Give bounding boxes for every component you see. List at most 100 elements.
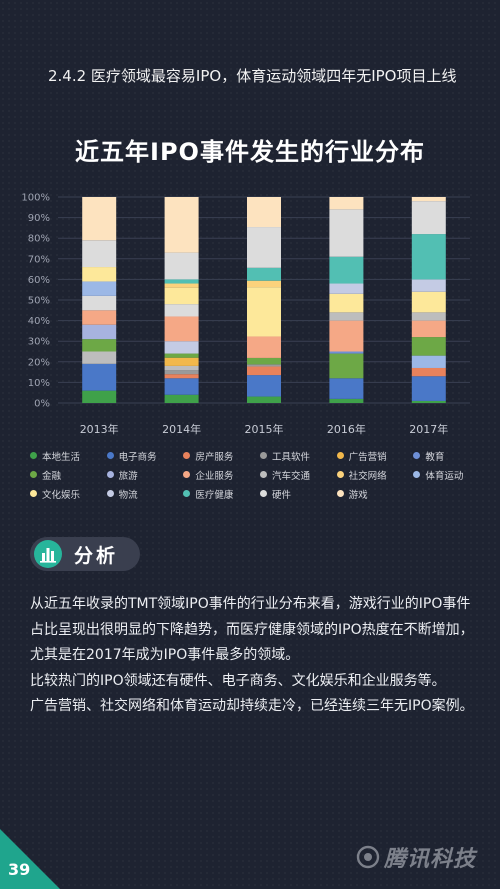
legend-label: 金融 [42,470,62,482]
y-tick-label: 50% [28,296,50,307]
bar-segment [82,267,117,282]
x-tick-label: 2014年 [162,422,201,436]
bar-segment [247,396,281,403]
legend-swatch [336,490,344,497]
legend-label: 工具软件 [271,451,310,463]
bar-segment [329,320,364,352]
bar-segment [247,267,281,281]
legend-label: 游戏 [348,489,368,501]
bar-segment [164,341,199,354]
bar-segment [82,363,117,391]
x-tick-label: 2016年 [327,422,366,436]
chart-title: 近五年IPO事件发生的行业分布 [75,138,425,166]
bar-segment [329,398,364,403]
y-tick-label: 20% [28,357,50,368]
legend-item: 旅游 [106,466,184,483]
analysis-body: 从近五年收录的TMT领域IPO事件的行业分布来看，游戏行业的IPO事件占比呈现出… [30,592,475,720]
bar-segment [329,197,364,210]
legend-swatch [183,452,191,459]
bar-segment [411,337,446,356]
legend-label: 医疗健康 [195,489,234,501]
y-tick-label: 30% [28,337,50,348]
y-tick-label: 90% [28,213,50,224]
page-corner-decoration [0,829,60,889]
bar-segment [329,353,364,379]
bar-segment [164,304,199,317]
bar-segment [411,197,446,202]
legend-label: 硬件 [271,489,291,501]
legend-item: 教育 [413,447,490,464]
x-tick-label: 2015年 [245,422,284,436]
bar-segment [164,279,199,284]
bar-segment [164,374,199,379]
bar-segment [164,370,199,375]
legend-swatch [259,490,267,497]
bar-segment [164,353,199,358]
bar-segment [164,378,199,395]
legend-item: 本地生活 [30,447,107,464]
bar-segment [411,291,446,313]
bar-segment [411,234,446,280]
legend-label: 文化娱乐 [42,489,81,501]
bar-segment [82,197,117,241]
y-tick-label: 0% [34,399,50,410]
legend-swatch [183,490,191,497]
legend-label: 社交网络 [348,470,387,482]
brand-name: 腾讯科技 [383,847,476,872]
bar-segment [411,355,446,368]
bar-segment [411,376,446,401]
bar-segment [247,227,281,268]
legend-label: 本地生活 [42,451,81,463]
bar-segment [164,316,199,342]
bar-segment [82,390,117,403]
bar-segment [329,256,364,284]
bar-segment [82,324,117,340]
legend-item: 社交网络 [336,466,414,483]
bar-segment [247,336,281,358]
bar-segment [247,280,281,288]
bar-segment [411,400,446,403]
legend-item: 广告营销 [336,447,414,464]
legend-label: 房产服务 [195,451,234,463]
legend-label: 物流 [118,489,138,501]
y-tick-label: 60% [28,275,50,286]
bar-segment [247,375,281,397]
chart-legend: 本地生活 电子商务 房产服务 工具软件 广告营销 教育金融 旅游 企业服务 汽车交通 社交网络 体育… [30,447,490,502]
bar-segment [82,310,117,325]
section-heading: 2.4.2 医疗领域最容易IPO，体育运动领域四年无IPO项目上线 [48,67,457,85]
legend-item: 金融 [30,466,107,483]
y-tick-label: 70% [28,254,50,265]
bar-segment [164,283,199,288]
legend-item: 企业服务 [183,466,260,483]
legend-item: 工具软件 [259,447,337,464]
bar-segment [82,281,117,296]
bar-segment [82,351,117,364]
bar-segment [411,367,446,377]
legend-item: 医疗健康 [183,485,260,502]
bar-segment [247,287,281,337]
legend-label: 电子商务 [118,451,157,463]
bar-segment [411,279,446,292]
tencent-logo-icon [356,845,380,869]
legend-item: 体育运动 [413,466,490,483]
bar-segment [411,201,446,235]
bar-segment [164,394,199,403]
bar-segment [247,366,281,376]
bar-segment [329,283,364,294]
legend-swatch [30,452,37,459]
analysis-paragraph: 从近五年收录的TMT领域IPO事件的行业分布来看，游戏行业的IPO事件占比呈现出… [30,596,474,664]
bar-segment [164,197,199,253]
y-tick-label: 100% [21,193,50,204]
legend-item: 硬件 [259,485,337,502]
legend-label: 汽车交通 [271,470,310,482]
legend-swatch [259,471,267,478]
legend-item: 物流 [106,485,184,502]
bar-segment [247,364,281,367]
bar-segment [82,240,117,268]
y-tick-label: 10% [28,378,50,389]
bar-segment [164,252,199,280]
x-tick-label: 2017年 [409,422,448,436]
bar-segment [82,295,117,311]
brand-watermark: 腾讯科技 [356,841,476,873]
bar-segment [164,357,199,366]
